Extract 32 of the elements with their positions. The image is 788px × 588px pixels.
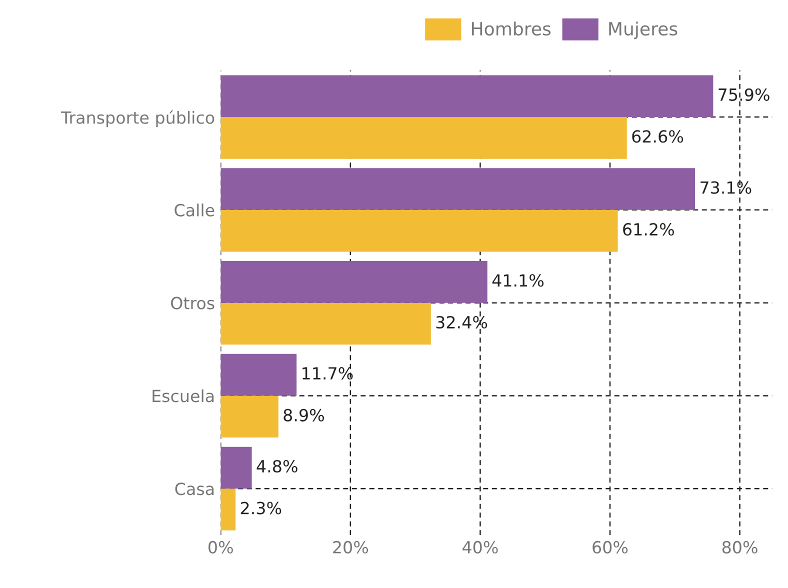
data-label: 4.8% bbox=[256, 460, 298, 473]
data-label: 75.9% bbox=[718, 88, 770, 101]
x-tick-label: 40% bbox=[462, 540, 498, 554]
data-label: 41.1% bbox=[492, 274, 544, 287]
x-tick-label: 80% bbox=[722, 540, 758, 554]
data-label: 62.6% bbox=[632, 130, 684, 143]
bar bbox=[220, 210, 618, 252]
bar bbox=[220, 354, 297, 396]
data-label: 2.3% bbox=[240, 502, 282, 514]
data-label: 32.4% bbox=[436, 316, 488, 329]
bar bbox=[220, 302, 431, 345]
y-tick-label: Escuela bbox=[152, 389, 214, 402]
bar bbox=[220, 261, 488, 303]
data-label: 61.2% bbox=[623, 223, 674, 236]
legend-label: Hombres bbox=[472, 22, 551, 36]
bar bbox=[220, 488, 236, 530]
bar bbox=[220, 396, 278, 438]
x-tick-label: 60% bbox=[592, 540, 628, 554]
legend-label: Mujeres bbox=[609, 22, 678, 40]
bar bbox=[220, 446, 252, 489]
x-tick-label: 0% bbox=[208, 540, 233, 554]
data-label: 11.7% bbox=[302, 367, 353, 380]
x-tick-label: 20% bbox=[333, 540, 368, 554]
y-tick-label: Transporte público bbox=[60, 110, 214, 128]
bar bbox=[220, 75, 714, 118]
data-label: 73.1% bbox=[700, 181, 752, 194]
bar bbox=[220, 168, 696, 210]
y-tick-label: Casa bbox=[175, 482, 214, 496]
y-tick-label: Calle bbox=[174, 204, 214, 216]
data-label: 8.9% bbox=[284, 408, 324, 422]
bar bbox=[220, 117, 627, 159]
y-tick-label: Otros bbox=[171, 296, 214, 310]
